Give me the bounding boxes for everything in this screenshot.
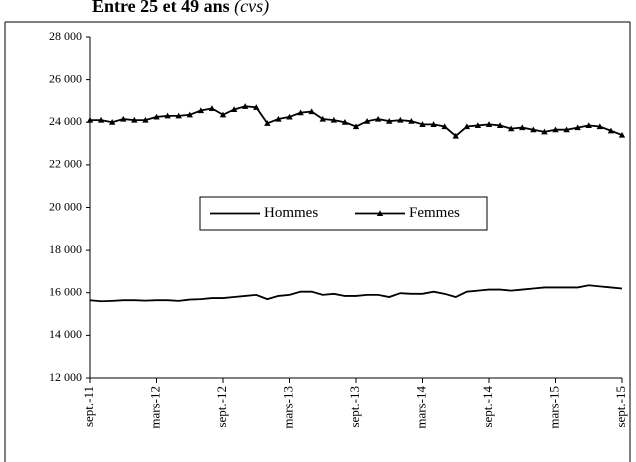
title-main: Entre 25 et 49 ans (92, 0, 230, 16)
legend-marker (376, 210, 384, 217)
marker (485, 121, 493, 127)
marker (208, 105, 216, 111)
marker (507, 125, 515, 132)
marker (441, 123, 448, 130)
marker (463, 123, 471, 130)
marker (186, 111, 193, 118)
marker (419, 121, 426, 127)
y-tick-label: 24 000 (49, 114, 82, 128)
y-tick-label: 26 000 (49, 71, 82, 85)
title-note: (cvs) (234, 0, 269, 17)
marker (108, 119, 116, 125)
marker (241, 103, 249, 109)
marker (374, 115, 382, 122)
marker (253, 104, 260, 110)
marker (219, 111, 227, 118)
marker (197, 107, 205, 114)
x-tick-label: sept.-15 (613, 386, 628, 428)
x-tick-label: sept.-13 (347, 386, 362, 428)
marker (86, 116, 94, 123)
y-tick-label: 22 000 (49, 157, 82, 171)
marker (131, 116, 138, 123)
marker (408, 117, 415, 124)
marker (397, 116, 404, 123)
marker (153, 113, 160, 120)
x-tick-label: mars-12 (147, 386, 162, 429)
marker (474, 122, 482, 129)
marker (164, 112, 171, 119)
marker (530, 126, 537, 133)
marker (541, 128, 548, 135)
y-tick-label: 28 000 (49, 29, 82, 43)
y-tick-label: 16 000 (49, 285, 82, 299)
marker (120, 115, 127, 122)
legend-label: Hommes (264, 205, 318, 221)
series-line (89, 284, 623, 303)
marker (97, 116, 105, 123)
marker (286, 113, 293, 120)
series-line (90, 105, 623, 138)
marker (297, 109, 304, 116)
marker (596, 123, 604, 130)
marker (430, 121, 437, 127)
marker (352, 123, 360, 130)
x-tick-label: sept.-12 (214, 386, 229, 428)
marker (319, 115, 326, 122)
marker (230, 106, 238, 113)
x-tick-label: mars-14 (413, 386, 428, 429)
x-tick-label: sept.-11 (81, 386, 96, 427)
marker (607, 127, 615, 134)
marker (618, 131, 626, 138)
x-tick-label: sept.-14 (480, 386, 495, 428)
marker (275, 115, 282, 122)
marker (519, 124, 526, 131)
marker (142, 116, 149, 123)
marker (585, 122, 592, 129)
y-tick-label: 14 000 (49, 327, 82, 341)
y-tick-label: 20 000 (49, 199, 82, 213)
y-tick-label: 18 000 (49, 242, 82, 256)
marker (341, 119, 349, 125)
marker (330, 116, 338, 123)
marker (386, 117, 393, 124)
marker (574, 124, 581, 131)
marker (308, 108, 315, 115)
x-tick-label: mars-15 (546, 386, 561, 429)
legend-label: Femmes (409, 205, 460, 221)
marker (552, 126, 559, 133)
chart-title: Entre 25 et 49 ans (cvs) (92, 0, 269, 17)
marker (264, 120, 271, 126)
marker (563, 126, 570, 133)
marker (452, 132, 459, 139)
marker (363, 117, 371, 124)
x-tick-label: mars-13 (280, 386, 295, 429)
marker (175, 112, 182, 119)
y-tick-label: 12 000 (49, 370, 82, 384)
marker (496, 122, 504, 129)
